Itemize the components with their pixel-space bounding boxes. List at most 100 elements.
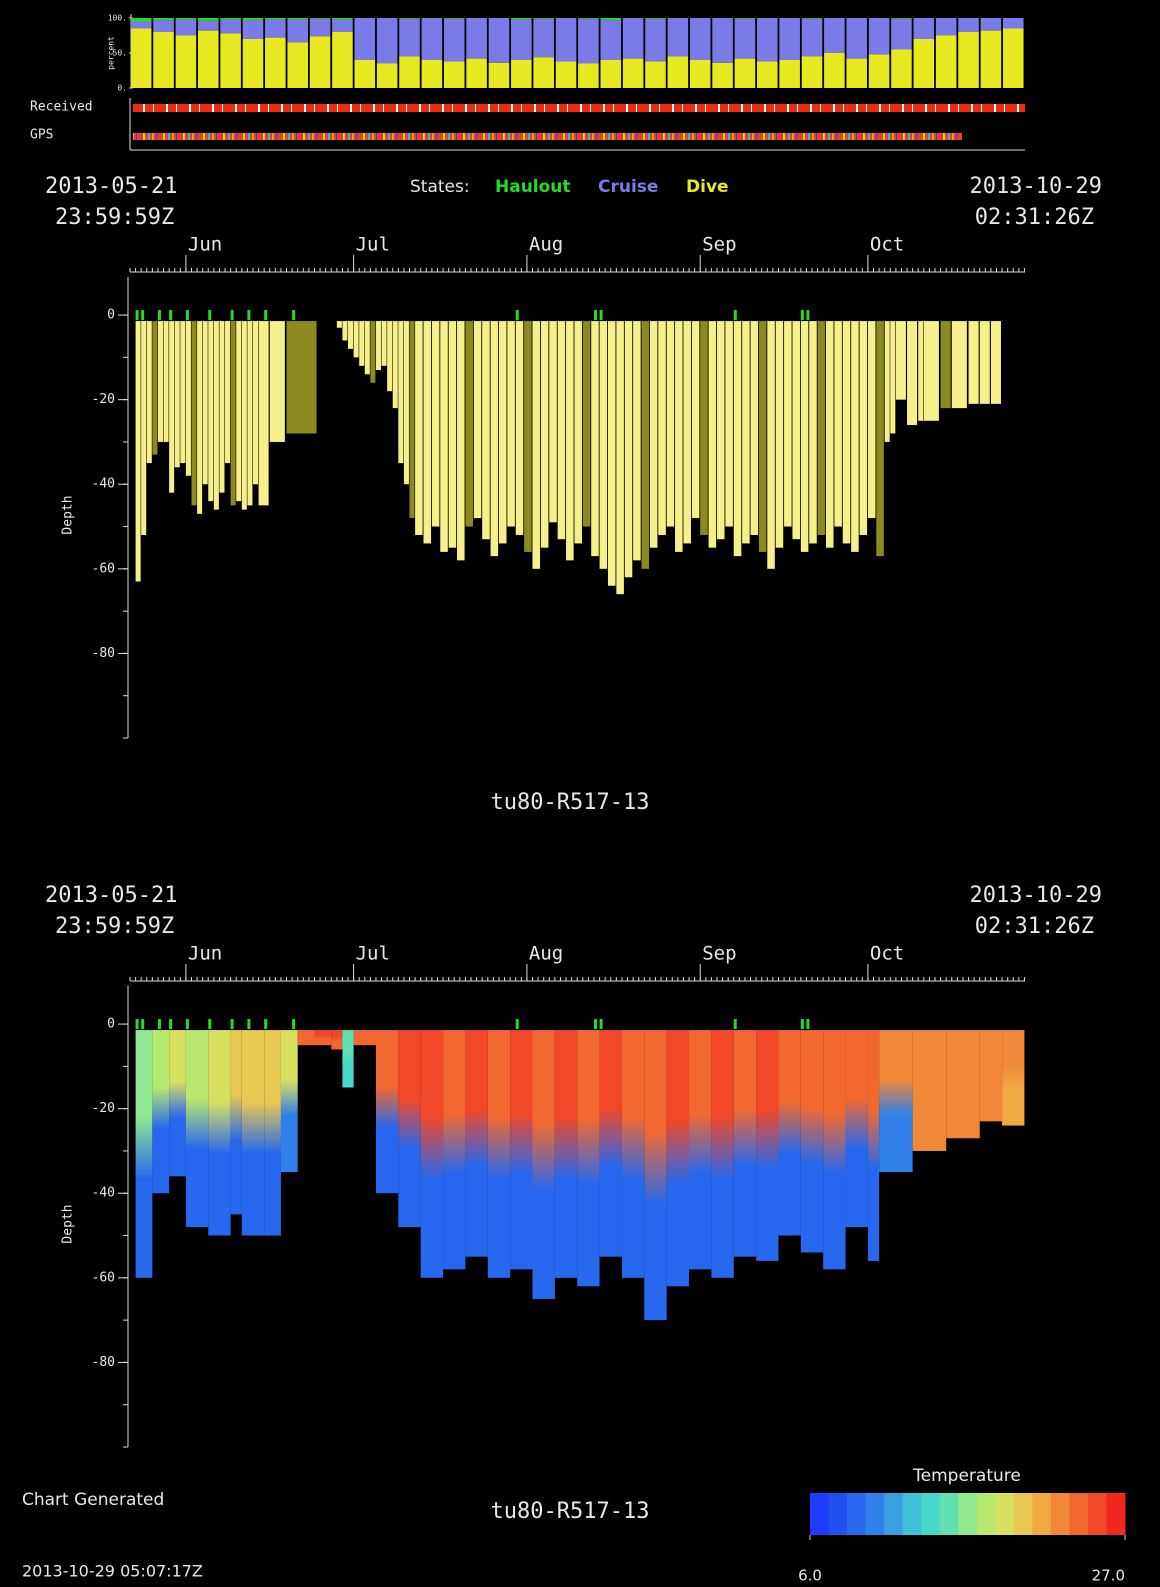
haulout-mark	[599, 1019, 603, 1030]
bar-segment	[197, 30, 219, 89]
x-tick-label: Aug	[529, 234, 563, 256]
x-tick-label: Oct	[870, 943, 904, 965]
dive-bar	[353, 321, 359, 358]
bar-segment	[779, 18, 800, 60]
profile-column	[554, 1030, 578, 1278]
bar-segment	[801, 18, 823, 19]
bar-segment	[175, 35, 197, 88]
dive-bar	[968, 321, 979, 404]
dive-bar	[185, 321, 191, 476]
bar-segment	[265, 37, 286, 88]
chart-title: tu80-R517-13	[491, 1499, 650, 1524]
haulout-mark	[208, 1019, 212, 1030]
bar-segment	[958, 32, 979, 88]
dive-bar	[825, 321, 834, 548]
colorbar-cell	[995, 1493, 1015, 1535]
dive-bar	[540, 321, 549, 548]
dive-bar	[465, 321, 473, 527]
bar-segment	[376, 63, 398, 88]
haulout-mark	[157, 1019, 161, 1030]
dive-bar	[415, 321, 423, 535]
dive-bar	[348, 321, 354, 349]
dive-bar	[616, 321, 624, 595]
dive-bar	[473, 321, 482, 519]
bar-segment	[220, 19, 241, 34]
y-tick-label: -60	[92, 1270, 115, 1285]
y-tick-label: 50.	[113, 49, 127, 58]
bar-segment	[130, 18, 152, 22]
bar-segment	[846, 58, 868, 88]
dive-bar	[716, 321, 725, 540]
dive-bar	[208, 321, 214, 502]
bar-segment	[891, 18, 912, 19]
dive-bar	[448, 321, 457, 548]
profile-column	[135, 1030, 153, 1278]
dive-bar	[515, 321, 524, 535]
profile-column	[465, 1030, 488, 1257]
colorbar-cell	[902, 1493, 922, 1535]
profile-column	[912, 1030, 947, 1151]
dive-bar	[923, 321, 939, 421]
profile-column	[979, 1030, 1003, 1122]
dive-bar	[490, 321, 499, 557]
profile-column	[599, 1030, 622, 1257]
dive-bar	[733, 321, 742, 557]
haulout-mark	[800, 310, 804, 321]
bar-segment	[287, 18, 308, 20]
haulout-mark	[135, 310, 139, 321]
bar-segment	[533, 18, 554, 58]
profile-column	[510, 1030, 533, 1270]
profile-column	[487, 1030, 511, 1278]
haulout-mark	[135, 1019, 139, 1030]
haulout-mark	[230, 310, 234, 321]
dive-bar	[907, 321, 918, 426]
y-tick-label: -40	[92, 477, 115, 492]
dive-bar	[431, 321, 440, 527]
bar-segment	[1002, 28, 1024, 88]
bar-segment	[220, 18, 241, 20]
profile-column	[689, 1030, 712, 1270]
dive-bar	[370, 321, 376, 383]
dive-bar	[658, 321, 666, 535]
bar-segment	[958, 18, 979, 32]
footer-timestamp: 2013-10-29 05:07:17Z	[22, 1562, 203, 1581]
legend-entry: Cruise	[598, 177, 658, 197]
colorbar-cell	[810, 1493, 830, 1535]
dive-bar	[359, 321, 365, 366]
bar-segment	[622, 18, 644, 59]
dive-bar	[219, 321, 225, 493]
profile-column	[297, 1030, 315, 1046]
dive-bar	[398, 321, 404, 464]
profile-column	[420, 1030, 444, 1278]
x-tick-label: Jun	[188, 943, 222, 965]
dive-bar	[691, 321, 700, 519]
legend-entry: Dive	[686, 177, 729, 197]
bar-segment	[689, 18, 711, 60]
haulout-mark	[247, 310, 251, 321]
dive-bar	[700, 321, 708, 535]
profile-column	[353, 1030, 376, 1046]
bar-segment	[153, 18, 174, 21]
dive-bar	[940, 321, 951, 409]
bar-segment	[511, 60, 532, 88]
bar-segment	[801, 18, 823, 57]
colorbar-cell	[1050, 1493, 1070, 1535]
dive-bar	[624, 321, 633, 578]
colorbar-cell	[884, 1493, 904, 1535]
bar-segment	[801, 56, 823, 88]
bar-segment	[197, 18, 219, 21]
received-strip	[133, 104, 1025, 112]
bar-segment	[533, 18, 554, 19]
bar-segment	[734, 18, 756, 19]
profile-column	[152, 1030, 170, 1194]
dive-bar	[230, 321, 236, 506]
dive-bar	[252, 321, 259, 485]
dive-bar	[286, 321, 317, 434]
bar-segment	[891, 18, 912, 50]
x-tick-label: Jun	[188, 234, 222, 256]
dive-bar	[884, 321, 890, 442]
bar-segment	[600, 18, 622, 21]
dive-bar	[792, 321, 800, 540]
dive-bar	[990, 321, 1001, 404]
bar-segment	[153, 32, 174, 88]
